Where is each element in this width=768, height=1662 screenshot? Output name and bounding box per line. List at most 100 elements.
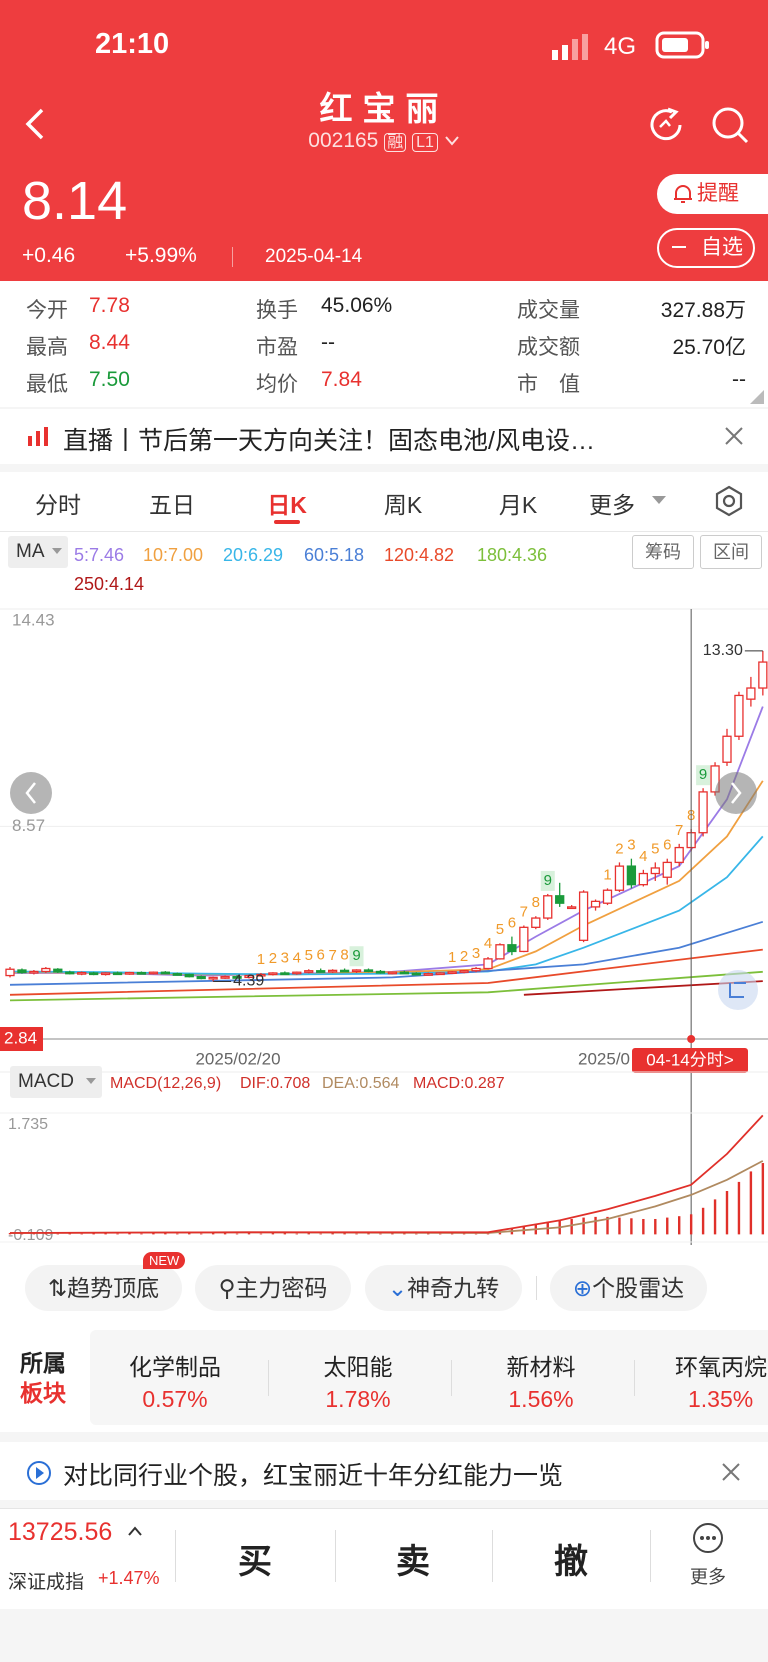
dropdown-icon[interactable] [444,135,460,147]
quote-value: 8.44 [89,331,130,354]
candle-body [531,917,541,928]
divider [335,1530,336,1582]
sector-name[interactable]: 环氧丙烷 [675,1354,767,1380]
nav-button[interactable] [10,772,52,814]
cancel-button[interactable]: 撤 [554,1543,588,1581]
chip[interactable]: 筹码 [632,535,694,569]
td-count: 6 [663,837,671,854]
candle-body [495,944,505,960]
macd-bar [80,1233,83,1235]
tool-button[interactable]: ⇅趋势顶底 [25,1265,182,1311]
play-icon [27,1461,51,1485]
header-icons[interactable] [648,106,758,144]
tool-button[interactable]: ⌄神奇九转 [365,1265,522,1311]
expand-corner[interactable] [750,390,764,404]
quote-label: 成交量 [517,299,580,322]
tab[interactable]: 月K [498,492,538,518]
tab[interactable]: 日K [267,492,307,518]
sector-name[interactable]: 新材料 [506,1354,576,1380]
td-count: 8 [340,946,348,963]
macd-bar [104,1232,107,1235]
td-count: 8 [532,894,540,911]
macd-bar [582,1217,585,1235]
candle-body [746,687,756,700]
candle-body [567,906,577,910]
tool-button[interactable]: ⊕个股雷达 [550,1265,707,1311]
candle-body [638,872,648,886]
macd-bar [271,1232,275,1235]
y-tick-label: 1.735 [8,1116,48,1133]
buy-button[interactable]: 买 [238,1543,272,1581]
td-count: 2 [269,950,277,967]
news-bar[interactable] [0,1442,768,1500]
nav-button[interactable] [715,772,757,814]
candle-body [280,972,290,976]
td-count: 1 [257,951,265,968]
candle-body [53,968,63,973]
settings-icon[interactable] [714,485,744,517]
tab[interactable]: 五日 [149,492,195,518]
quote-value: 25.70亿 [672,336,746,359]
td-count: 5 [305,947,313,964]
close-icon[interactable] [723,425,745,447]
ma-legend: 180:4.36 [477,545,547,565]
td-count: 2 [615,840,623,857]
candle-body [351,969,362,973]
sector-list: 化学制品 0.57% 太阳能 1.78% 新材料 1.56% 环氧丙烷 1.35… [90,1330,768,1425]
tool-label: 个股雷达 [592,1275,685,1301]
macd-bar [654,1218,657,1235]
candle-body [5,968,15,977]
macd-bar [235,1233,239,1235]
macd-label: MACD:0.287 [413,1075,505,1092]
quote-label: 今开 [26,299,68,322]
banner[interactable] [0,409,768,464]
candle-body [327,969,338,973]
button-label: 自选 [701,236,743,259]
quote-label: 最低 [26,373,68,396]
index-value[interactable]: 13725.56 [8,1518,113,1546]
candle-body [435,972,445,976]
sector-name[interactable]: 化学制品 [129,1354,221,1380]
candle-body [555,895,565,904]
tab[interactable]: 分时 [35,492,81,518]
macd-bar [713,1199,717,1235]
chart-panel [0,472,768,1262]
candle-body [602,889,613,904]
macd-bar [678,1216,681,1235]
sector-change: 1.56% [508,1386,574,1412]
dif-label: DIF:0.708 [240,1075,311,1092]
ma-selector[interactable]: MA [8,536,68,568]
ma-legend: 120:4.82 [384,545,454,565]
td-count: 4 [484,935,492,952]
tab[interactable]: 周K [383,492,423,518]
watchlist-button[interactable]: 自选 [657,228,755,268]
macd-bar [307,1232,310,1235]
tool-button[interactable]: ⚲主力密码 [195,1265,351,1311]
candle-body [734,694,744,737]
candle-body [590,900,601,908]
close-icon[interactable] [720,1461,742,1483]
more-icon[interactable] [692,1522,724,1554]
macd-bar [355,1233,358,1235]
macd-bar [367,1232,370,1235]
reset-button[interactable] [718,970,758,1010]
ma-label: MA [16,541,45,562]
candle-body [483,958,493,970]
back-button[interactable] [22,106,52,142]
td-count: 3 [281,949,289,966]
macd-selector[interactable]: MACD [10,1066,102,1098]
candle-body [124,971,135,975]
td-count: 3 [627,837,635,854]
macd-bar [128,1232,131,1235]
sell-button[interactable]: 卖 [396,1543,430,1581]
crosshair-label: 04-14分时> [646,1050,733,1069]
td-count: 1 [603,866,611,883]
candle-body [256,973,266,977]
price: 8.14 [22,171,128,231]
candle-body [208,976,218,980]
y-tick-label: 8.57 [12,816,45,835]
sector-name[interactable]: 太阳能 [323,1354,393,1380]
tab[interactable]: 更多 [589,492,635,518]
chip[interactable]: 区间 [700,535,762,569]
